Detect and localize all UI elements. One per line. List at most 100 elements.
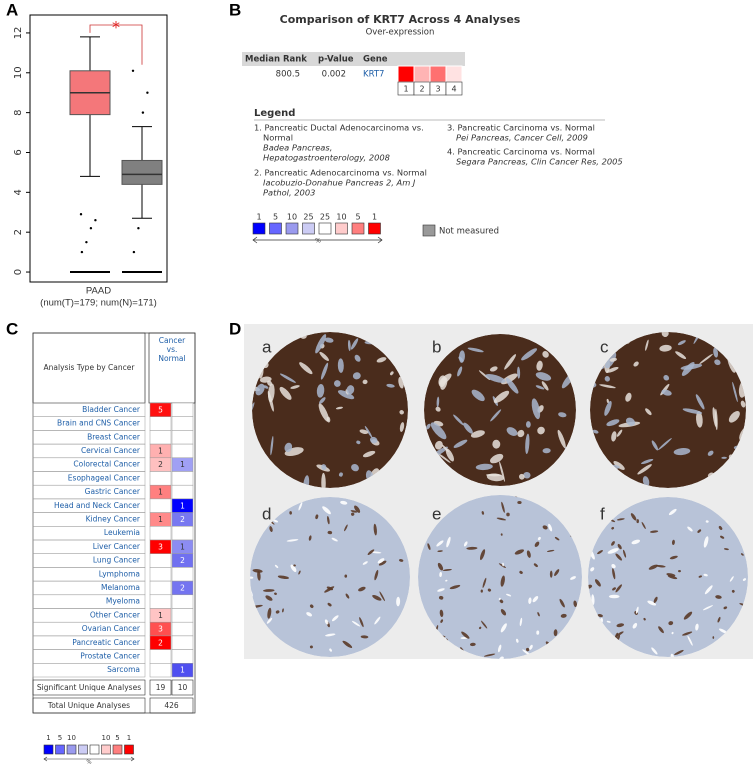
vessel (674, 649, 684, 656)
scale-box (112, 744, 123, 755)
vessel (612, 568, 616, 580)
heat-cell (171, 402, 194, 417)
stroma (362, 450, 376, 458)
stroma (463, 422, 473, 434)
stroma (290, 385, 300, 389)
stroma (471, 389, 485, 402)
vessel (615, 553, 623, 561)
vessel (549, 570, 553, 578)
stroma (536, 360, 543, 371)
stroma (680, 363, 703, 370)
vessel (615, 584, 623, 593)
vessel (344, 524, 348, 532)
vessel (275, 610, 280, 614)
stroma (523, 471, 531, 479)
legend-title: Legend (254, 108, 295, 119)
sig-cell (171, 679, 194, 696)
stroma (713, 347, 719, 358)
stroma (467, 347, 484, 353)
stroma (663, 375, 670, 381)
vessel (479, 549, 486, 561)
vessel (482, 577, 487, 588)
analysis-number: 2 (419, 85, 424, 94)
stroma (505, 377, 519, 394)
vessel (481, 511, 485, 515)
scale-label: 1 (256, 213, 261, 222)
vessel (641, 521, 646, 529)
vessel (298, 502, 303, 511)
vessel (326, 586, 334, 591)
c-col-header: Cancer (159, 336, 186, 345)
stroma (696, 411, 703, 428)
image-label: a (262, 337, 272, 356)
vessel (717, 616, 721, 623)
vessel (466, 546, 478, 550)
stroma (356, 440, 361, 445)
heat-cell (171, 594, 194, 609)
stroma (267, 380, 273, 386)
legend-item: 3. Pancreatic Carcinoma vs. Normal (447, 123, 595, 133)
stroma (489, 366, 498, 372)
stroma (284, 442, 293, 453)
vessel (487, 588, 492, 592)
vessel (277, 575, 290, 580)
vessel (374, 569, 379, 581)
stroma (436, 396, 440, 408)
vessel (615, 631, 624, 637)
vessel (354, 505, 361, 513)
vessel (622, 549, 627, 558)
vessel (506, 512, 510, 517)
vessel (631, 539, 641, 545)
vessel (342, 640, 353, 648)
stroma (279, 386, 292, 400)
stroma (270, 436, 274, 456)
y-tick-label: 0 (13, 269, 24, 275)
vessel (608, 594, 620, 599)
scale-box (66, 744, 77, 755)
vessel (442, 568, 452, 572)
vessel (496, 517, 506, 521)
heat-cell (149, 663, 172, 678)
panel-label: A (6, 0, 18, 19)
vessel (350, 510, 358, 513)
vessel (723, 606, 728, 610)
stroma (606, 398, 609, 404)
vessel (703, 573, 708, 577)
stroma (457, 366, 463, 377)
vessel (697, 529, 702, 533)
significance: * (112, 18, 120, 37)
vessel (532, 596, 539, 603)
vessel (373, 523, 377, 536)
stroma (657, 438, 672, 451)
stroma (732, 381, 738, 402)
cancer-name: Sarcoma (107, 665, 140, 674)
vessel (362, 561, 368, 565)
scale-label: 5 (273, 213, 278, 222)
point (89, 227, 93, 230)
image-label: b (432, 337, 441, 356)
vessel (670, 653, 675, 657)
cancer-name: Lymphoma (99, 569, 140, 578)
stroma (337, 358, 344, 373)
stroma (346, 385, 355, 395)
total-label: Total Unique Analyses (47, 701, 130, 710)
stroma (437, 453, 451, 463)
heat-cell (171, 567, 194, 582)
sig-cell (149, 679, 172, 696)
stroma (645, 408, 652, 416)
vessel (655, 564, 666, 568)
heat-count: 2 (158, 460, 163, 469)
stroma (604, 400, 612, 416)
heat-cell (171, 443, 194, 459)
scale-label: 5 (355, 213, 360, 222)
scale-label: 5 (58, 734, 62, 742)
scale-box (252, 222, 266, 235)
panel-label: B (229, 0, 241, 19)
vessel (265, 595, 273, 601)
vessel (554, 536, 560, 541)
legend-source: Iacobuzio-Donahue Pancreas 2, Am J (263, 178, 416, 188)
vessel (559, 598, 565, 608)
stroma (645, 339, 649, 351)
vessel (705, 520, 709, 523)
